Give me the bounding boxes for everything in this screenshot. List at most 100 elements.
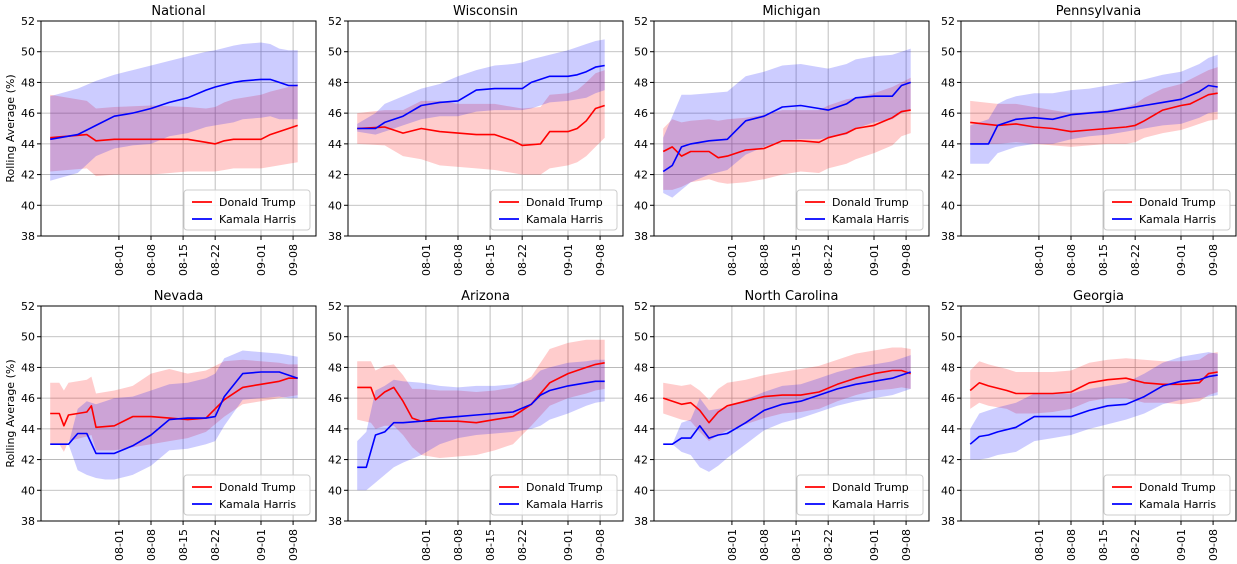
y-tick-label: 52 [634, 15, 648, 28]
legend: Donald Trump Kamala Harris [183, 474, 311, 516]
y-tick-label: 52 [328, 300, 342, 313]
axes-frame [653, 20, 930, 237]
x-tick-label: 08-08 [1065, 529, 1078, 561]
x-tick-label: 09-08 [1207, 529, 1220, 561]
y-tick-label: 52 [21, 15, 35, 28]
legend-label: Donald Trump [526, 196, 603, 209]
x-tick-label: 08-01 [113, 244, 126, 276]
y-tick-label: 44 [328, 423, 342, 436]
x-tick-label: 09-01 [255, 529, 268, 561]
y-axis-label: Rolling Average (%) [4, 74, 17, 182]
x-tick-label: 08-08 [758, 529, 771, 561]
x-tick-label: 08-15 [484, 529, 497, 561]
x-tick-label: 09-01 [868, 529, 881, 561]
harris-confidence-band [663, 355, 911, 472]
subplot-wisconsin: 38 40 42 44 46 48 50 52 08-01 08-08 08-15 08-22 09-0… [328, 4, 624, 276]
x-tick-label: 09-08 [594, 529, 607, 561]
axes-frame [40, 20, 317, 237]
harris-confidence-band [970, 54, 1218, 164]
harris-series-line [357, 64, 605, 130]
x-tick-label: 09-01 [255, 244, 268, 276]
legend-box [1103, 474, 1231, 516]
chart-title: North Carolina [745, 289, 839, 304]
harris-series-line [969, 374, 1218, 445]
axes-frame [347, 305, 624, 522]
legend-label: Kamala Harris [1139, 213, 1216, 226]
x-tick-label: 09-08 [900, 529, 913, 561]
y-tick-label: 40 [21, 199, 35, 212]
y-tick-label: 42 [941, 454, 955, 467]
legend-box [796, 189, 924, 231]
trump-confidence-band [50, 84, 298, 177]
trump-confidence-band [663, 77, 911, 190]
legend-label: Kamala Harris [832, 498, 909, 511]
trump-series-line [357, 362, 605, 424]
y-tick-label: 42 [328, 169, 342, 182]
y-tick-label: 38 [634, 230, 648, 243]
x-tick-label: 08-22 [516, 529, 529, 561]
y-tick-label: 40 [634, 484, 648, 497]
trump-series-line [50, 124, 298, 145]
y-tick-label: 42 [21, 454, 35, 467]
x-tick-label: 09-01 [1175, 529, 1188, 561]
legend: Donald Trump Kamala Harris [796, 474, 924, 516]
harris-series-line [50, 78, 298, 141]
y-tick-label: 42 [634, 454, 648, 467]
x-tick-label: 08-01 [1033, 244, 1046, 276]
trump-series-line [969, 371, 1218, 395]
x-tick-label: 09-08 [287, 244, 300, 276]
x-tick-label: 08-22 [822, 529, 835, 561]
x-tick-label: 08-22 [516, 244, 529, 276]
legend-label: Donald Trump [832, 481, 909, 494]
y-tick-label: 46 [328, 107, 342, 120]
y-tick-label: 44 [21, 423, 35, 436]
harris-confidence-band [663, 48, 911, 198]
y-tick-label: 44 [941, 138, 955, 151]
y-tick-label: 50 [328, 331, 342, 344]
x-tick-label: 09-08 [287, 529, 300, 561]
y-tick-label: 38 [21, 515, 35, 528]
harris-series-line [357, 380, 605, 469]
legend: Donald Trump Kamala Harris [1103, 474, 1231, 516]
x-tick-label: 09-01 [562, 529, 575, 561]
legend: Donald Trump Kamala Harris [183, 189, 311, 231]
y-tick-label: 40 [941, 199, 955, 212]
y-tick-label: 38 [328, 230, 342, 243]
x-tick-label: 08-22 [209, 244, 222, 276]
x-tick-label: 09-01 [868, 244, 881, 276]
legend-label: Donald Trump [1139, 196, 1216, 209]
chart-title: Michigan [762, 4, 820, 19]
subplot-arizona: 38 40 42 44 46 48 50 52 08-01 08-08 08-15 08-22 09-0… [328, 289, 624, 561]
subplot-nevada: 38 40 42 44 46 48 50 52 08-01 08-08 08-15 08-22 09-0… [4, 289, 317, 561]
chart-title: Georgia [1073, 289, 1124, 304]
y-tick-label: 50 [634, 46, 648, 59]
y-tick-label: 42 [634, 169, 648, 182]
x-tick-label: 08-15 [790, 529, 803, 561]
x-tick-label: 08-08 [145, 244, 158, 276]
legend-label: Donald Trump [832, 196, 909, 209]
subplot-michigan: 38 40 42 44 46 48 50 52 08-01 08-08 08-15 08-22 09-0… [634, 4, 930, 276]
y-tick-label: 44 [328, 138, 342, 151]
x-tick-label: 08-22 [1129, 244, 1142, 276]
x-tick-label: 08-15 [1097, 244, 1110, 276]
trump-series-line [50, 377, 298, 429]
y-tick-label: 50 [941, 331, 955, 344]
x-tick-label: 08-15 [484, 244, 497, 276]
y-tick-label: 40 [21, 484, 35, 497]
trump-confidence-band [357, 70, 605, 175]
y-tick-label: 50 [21, 46, 35, 59]
legend-box [183, 474, 311, 516]
subplot-national: 38 40 42 44 46 48 50 52 08-01 08-08 08-15 08-22 09-0… [4, 4, 317, 276]
x-tick-label: 08-01 [113, 529, 126, 561]
y-tick-label: 48 [21, 76, 35, 89]
legend-label: Donald Trump [219, 481, 296, 494]
y-tick-label: 44 [634, 138, 648, 151]
x-tick-label: 08-08 [145, 529, 158, 561]
legend-label: Donald Trump [1139, 481, 1216, 494]
y-tick-label: 48 [941, 361, 955, 374]
x-tick-label: 08-22 [1129, 529, 1142, 561]
y-tick-label: 52 [634, 300, 648, 313]
y-tick-label: 44 [634, 423, 648, 436]
harris-confidence-band [357, 39, 605, 135]
